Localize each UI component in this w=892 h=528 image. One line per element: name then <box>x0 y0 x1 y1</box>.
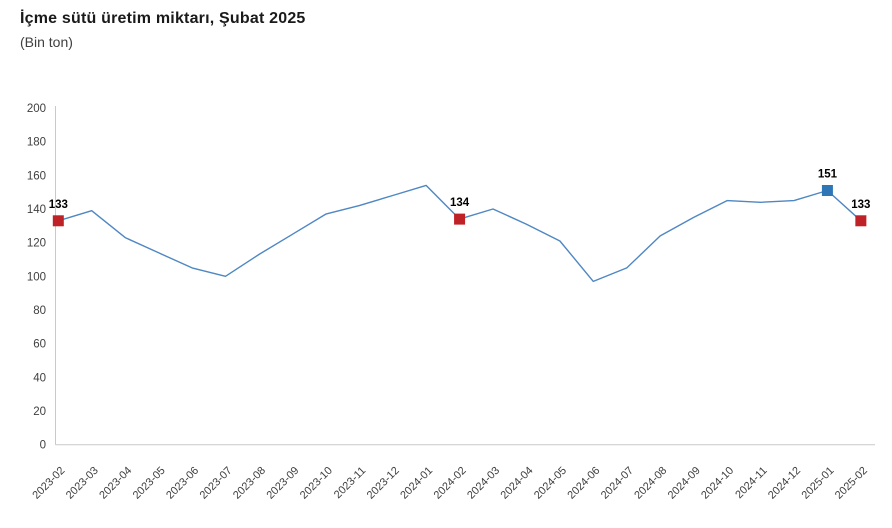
x-axis-tick-label: 2023-08 <box>231 465 268 502</box>
x-axis-tick-label: 2024-08 <box>632 465 669 502</box>
x-axis-tick-label: 2023-12 <box>365 465 402 502</box>
x-axis-tick-label: 2024-10 <box>699 465 736 502</box>
data-point-label: 133 <box>49 199 68 211</box>
x-axis-tick-label: 2023-10 <box>298 465 335 502</box>
x-axis-tick-label: 2023-07 <box>198 465 235 502</box>
x-axis-tick-label: 2024-03 <box>465 465 502 502</box>
x-axis-tick-label: 2024-09 <box>666 465 703 502</box>
x-axis-tick-label: 2025-01 <box>800 465 837 502</box>
y-axis-tick-label: 140 <box>27 204 46 216</box>
x-axis-tick-label: 2023-11 <box>332 465 368 501</box>
y-axis-tick-label: 120 <box>27 238 46 250</box>
x-axis-tick-label: 2023-03 <box>64 465 101 502</box>
data-point-marker <box>855 215 867 227</box>
y-axis-tick-label: 20 <box>33 406 46 418</box>
y-axis-tick-label: 180 <box>27 137 46 149</box>
y-axis-tick-label: 0 <box>40 440 46 452</box>
x-axis-tick-label: 2024-06 <box>565 465 602 502</box>
x-axis-tick-label: 2023-05 <box>131 465 168 502</box>
chart-header: İçme sütü üretim miktarı, Şubat 2025 (Bi… <box>20 10 306 50</box>
x-axis-tick-label: 2024-04 <box>499 465 536 502</box>
x-axis-tick-label: 2024-12 <box>766 465 803 502</box>
x-axis-tick-label: 2024-07 <box>599 465 636 502</box>
chart-title: İçme sütü üretim miktarı, Şubat 2025 <box>20 10 306 27</box>
y-axis-tick-label: 160 <box>27 170 46 182</box>
x-axis-tick-label: 2024-02 <box>432 465 469 502</box>
x-axis-tick-label: 2023-06 <box>164 465 201 502</box>
x-axis-tick-label: 2023-02 <box>30 465 67 502</box>
x-axis-tick-label: 2023-09 <box>264 465 301 502</box>
data-point-marker <box>52 215 64 227</box>
x-axis-tick-label: 2025-02 <box>833 465 870 502</box>
y-axis-tick-label: 40 <box>33 372 46 384</box>
y-axis-tick-label: 60 <box>33 339 46 351</box>
y-axis-tick-label: 200 <box>27 103 46 115</box>
data-point-label: 133 <box>851 199 870 211</box>
y-axis-tick-label: 80 <box>33 305 46 317</box>
milk-production-line-chart: 0204060801001201401601802002023-022023-0… <box>27 103 875 502</box>
y-axis-tick-label: 100 <box>27 271 46 283</box>
data-point-marker <box>821 184 833 196</box>
data-point-label: 151 <box>818 168 838 180</box>
x-axis-tick-label: 2024-11 <box>733 465 769 501</box>
x-axis-tick-label: 2023-04 <box>97 465 134 502</box>
x-axis-tick-label: 2024-01 <box>398 465 435 502</box>
x-axis-tick-label: 2024-05 <box>532 465 569 502</box>
data-point-label: 134 <box>450 197 470 209</box>
chart-subtitle: (Bin ton) <box>20 34 73 50</box>
data-point-marker <box>454 213 466 225</box>
